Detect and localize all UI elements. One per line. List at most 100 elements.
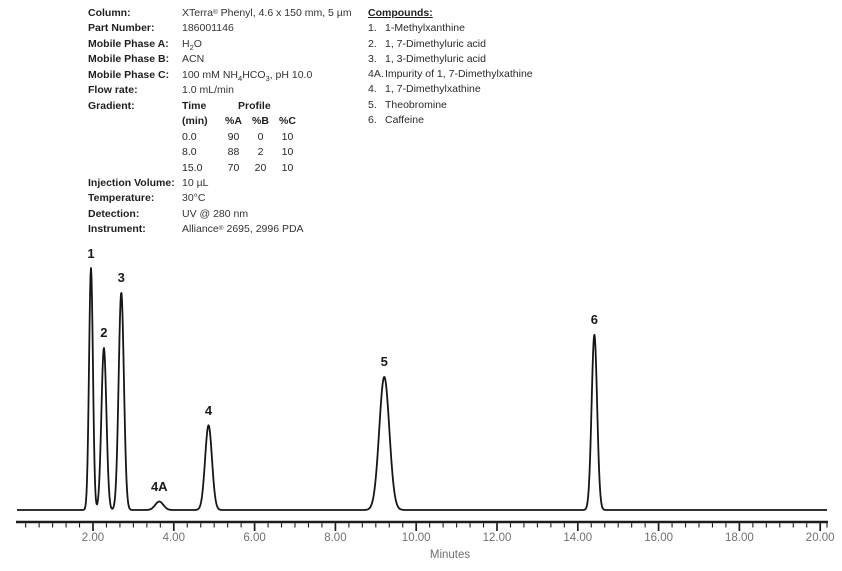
- method-value: 10 µL: [182, 176, 209, 189]
- method-label: Mobile Phase B:: [88, 53, 170, 66]
- gradient-cell: 70: [227, 161, 240, 174]
- method-value: H2O: [182, 37, 202, 52]
- x-tick-label: 4.00: [163, 532, 185, 544]
- gradient-time-header: Time: [182, 99, 207, 112]
- peak-label-5: 5: [380, 354, 388, 370]
- gradient-data-row: 15.0 70 20 10: [182, 161, 301, 176]
- gradient-data-row: 8.0 88 2 10: [182, 145, 301, 160]
- compound-number: 5.: [368, 98, 377, 111]
- gradient-cell: 10: [281, 146, 294, 159]
- compound-name: 1, 3-Dimethyluric acid: [385, 52, 486, 65]
- method-row: Mobile Phase B: ACN: [88, 52, 352, 67]
- x-tick-label: 20.00: [806, 532, 835, 544]
- x-axis-title: Minutes: [429, 549, 471, 561]
- method-label: Mobile Phase A:: [88, 37, 169, 50]
- peak-label-3: 3: [117, 269, 125, 285]
- method-value: 30°C: [182, 192, 206, 205]
- compound-name: Theobromine: [385, 98, 447, 111]
- compounds-list: Compounds: 1. 1-Methylxanthine 2. 1, 7-Dim…: [368, 6, 533, 128]
- method-value: ACN: [182, 53, 205, 66]
- method-label: Injection Volume:: [88, 176, 175, 189]
- gradient-cell: 90: [227, 130, 240, 143]
- compound-name: 1-Methylxanthine: [385, 22, 465, 35]
- x-tick-label: 6.00: [243, 532, 265, 544]
- gradient-cell: 88: [227, 146, 240, 159]
- peak-label-4A: 4A: [150, 479, 168, 495]
- method-value: 1.0 mL/min: [182, 84, 234, 97]
- gradient-subheader: %B: [252, 115, 269, 128]
- gradient-cell: 10: [281, 130, 294, 143]
- gradient-cell: 2: [257, 146, 264, 159]
- gradient-data-row: 0.0 90 0 10: [182, 130, 301, 145]
- compound-number: 3.: [368, 52, 377, 65]
- method-row: Part Number: 186001146: [88, 21, 352, 36]
- x-tick-label: 16.00: [644, 532, 673, 544]
- method-label: Gradient:: [88, 99, 135, 112]
- gradient-subheader: %A: [225, 115, 242, 128]
- method-value: 186001146: [182, 22, 234, 35]
- method-label: Temperature:: [88, 192, 155, 205]
- compound-name: Impurity of 1, 7-Dimethylxathine: [385, 68, 533, 81]
- method-value: XTerra® Phenyl, 4.6 x 150 mm, 5 µm: [182, 7, 352, 19]
- compound-number: 6.: [368, 114, 377, 127]
- compound-number: 2.: [368, 37, 377, 50]
- peak-label-6: 6: [590, 312, 598, 328]
- method-label: Instrument:: [88, 223, 146, 236]
- method-row: Injection Volume: 10 µL: [88, 176, 352, 191]
- method-row: Temperature: 30°C: [88, 191, 352, 206]
- method-row: Column: XTerra® Phenyl, 4.6 x 150 mm, 5 µ…: [88, 6, 352, 21]
- gradient-subheader: %C: [279, 115, 296, 128]
- gradient-cell: 0: [257, 130, 264, 143]
- compound-item: 4A. Impurity of 1, 7-Dimethylxathine: [368, 67, 533, 82]
- x-tick-label: 10.00: [402, 532, 431, 544]
- gradient-profile-header: Profile: [238, 99, 271, 112]
- gradient-cell: 0.0: [182, 130, 197, 143]
- peak-label-2: 2: [100, 325, 108, 341]
- method-label: Part Number:: [88, 22, 155, 35]
- x-tick-label: 2.00: [82, 532, 104, 544]
- compound-item: 1. 1-Methylxanthine: [368, 21, 533, 36]
- method-label: Flow rate:: [88, 84, 138, 97]
- compounds-header: Compounds:: [368, 7, 433, 19]
- method-value: 100 mM NH4HCO3, pH 10.0: [182, 68, 313, 83]
- compound-item: 2. 1, 7-Dimethyluric acid: [368, 37, 533, 52]
- compound-number: 4.: [368, 83, 377, 96]
- x-tick-label: 18.00: [725, 532, 754, 544]
- method-row: Flow rate: 1.0 mL/min: [88, 83, 352, 98]
- gradient-header-row: Time Profile: [182, 99, 301, 114]
- compound-item: 4. 1, 7-Dimethylxathine: [368, 82, 533, 97]
- compound-item: 6. Caffeine: [368, 113, 533, 128]
- chromatogram-trace: [16, 267, 828, 511]
- method-value: Alliance® 2695, 2996 PDA: [182, 223, 304, 236]
- gradient-cell: 10: [281, 161, 294, 174]
- gradient-subheader-row: (min) %A %B %C: [182, 114, 301, 129]
- compound-number: 1.: [368, 22, 377, 35]
- method-row: Detection: UV @ 280 nm: [88, 207, 352, 222]
- gradient-subheader: (min): [182, 115, 208, 128]
- gradient-cell: 15.0: [182, 161, 203, 174]
- compound-name: 1, 7-Dimethylxathine: [385, 83, 481, 96]
- method-value: UV @ 280 nm: [182, 207, 249, 220]
- gradient-cell: 8.0: [182, 146, 197, 159]
- method-row: Mobile Phase A: H2O: [88, 37, 352, 52]
- x-tick-label: 8.00: [324, 532, 346, 544]
- gradient-table: Time Profile (min) %A %B %C 0.0 90 0 10 …: [182, 99, 301, 176]
- gradient-row: Gradient: Time Profile (min) %A %B %C 0.…: [88, 99, 352, 176]
- x-tick-label: 14.00: [563, 532, 592, 544]
- compound-item: 3. 1, 3-Dimethyluric acid: [368, 52, 533, 67]
- method-label: Mobile Phase C:: [88, 68, 170, 81]
- compound-name: Caffeine: [385, 114, 424, 127]
- compound-number: 4A.: [368, 68, 384, 81]
- method-label: Column:: [88, 7, 131, 19]
- gradient-cell: 20: [254, 161, 267, 174]
- compound-item: 5. Theobromine: [368, 98, 533, 113]
- method-parameters: Column: XTerra® Phenyl, 4.6 x 150 mm, 5 µ…: [88, 6, 352, 238]
- x-tick-label: 12.00: [483, 532, 512, 544]
- peak-label-1: 1: [87, 245, 95, 261]
- peak-label-4: 4: [204, 402, 213, 418]
- method-row: Mobile Phase C: 100 mM NH4HCO3, pH 10.0: [88, 68, 352, 83]
- method-label: Detection:: [88, 207, 140, 220]
- method-row: Instrument: Alliance® 2695, 2996 PDA: [88, 222, 352, 237]
